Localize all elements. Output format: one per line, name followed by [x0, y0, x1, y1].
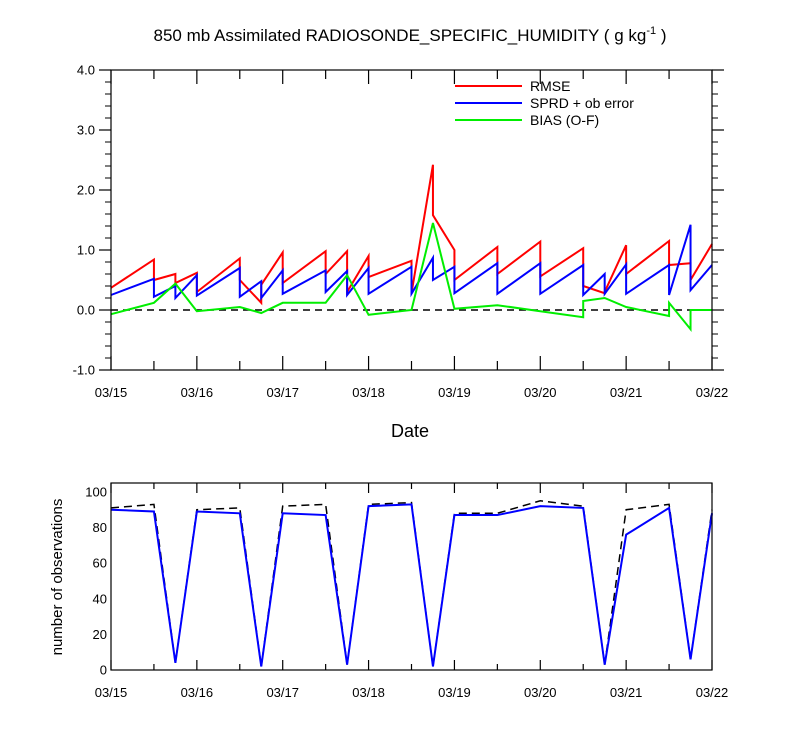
x-tick-label: 03/16 [181, 685, 214, 700]
x-tick-label: 03/21 [610, 385, 643, 400]
legend-label-rmse: RMSE [530, 78, 570, 94]
y-tick-label: 3.0 [77, 123, 95, 138]
x-tick-label: 03/15 [95, 685, 128, 700]
bottom-panel: 03/15 03/16 03/17 03/18 03/19 03/20 03/21 03/22… [85, 482, 729, 700]
x-tick-label: 03/20 [524, 685, 557, 700]
chart-title-unit-sup: -1 [646, 25, 656, 37]
y-tick-label: 0 [100, 663, 107, 678]
chart-title-suffix: ) [656, 26, 666, 45]
y-axis-label-observations: number of observations [49, 499, 66, 656]
legend-label-sprd-ob-error: SPRD + ob error [530, 95, 634, 111]
y-tick-label: 0.0 [77, 303, 95, 318]
x-tick-label: 03/17 [266, 385, 299, 400]
series-line-obs-0 [110, 500, 713, 667]
plot-frame [110, 69, 713, 371]
x-tick-label: 03/22 [696, 385, 729, 400]
x-tick-label: 03/17 [266, 685, 299, 700]
y-tick-label: 2.0 [77, 183, 95, 198]
x-tick-label: 03/18 [352, 685, 385, 700]
top-panel: 03/15 03/16 03/17 03/18 03/19 03/20 03/21 03/22… [73, 63, 729, 401]
x-tick-label: 03/15 [95, 385, 128, 400]
legend-label-bias-o-f: BIAS (O-F) [530, 112, 599, 128]
x-tick-label: 03/18 [352, 385, 385, 400]
x-tick-label: 03/19 [438, 685, 471, 700]
chart-title: 850 mb Assimilated RADIOSONDE_SPECIFIC_H… [154, 25, 667, 45]
series-line-sprd-ob-error [110, 224, 713, 301]
chart-title-main: 850 mb Assimilated RADIOSONDE_SPECIFIC_H… [154, 26, 647, 45]
x-axis-label: Date [391, 421, 429, 441]
x-tick-label: 03/19 [438, 385, 471, 400]
y-tick-label: -1.0 [73, 363, 95, 378]
y-tick-label: 20 [93, 627, 107, 642]
y-tick-label: 80 [93, 520, 107, 535]
series-line-obs-1 [110, 503, 713, 667]
y-tick-label: 100 [85, 484, 107, 499]
x-tick-label: 03/21 [610, 685, 643, 700]
y-tick-label: 1.0 [77, 243, 95, 258]
y-tick-label: 60 [93, 556, 107, 571]
x-tick-label: 03/20 [524, 385, 557, 400]
y-tick-label: 4.0 [77, 63, 95, 78]
x-tick-label: 03/16 [181, 385, 214, 400]
y-tick-label: 40 [93, 591, 107, 606]
series-line-bias-o-f [110, 222, 712, 333]
x-tick-label: 03/22 [696, 685, 729, 700]
